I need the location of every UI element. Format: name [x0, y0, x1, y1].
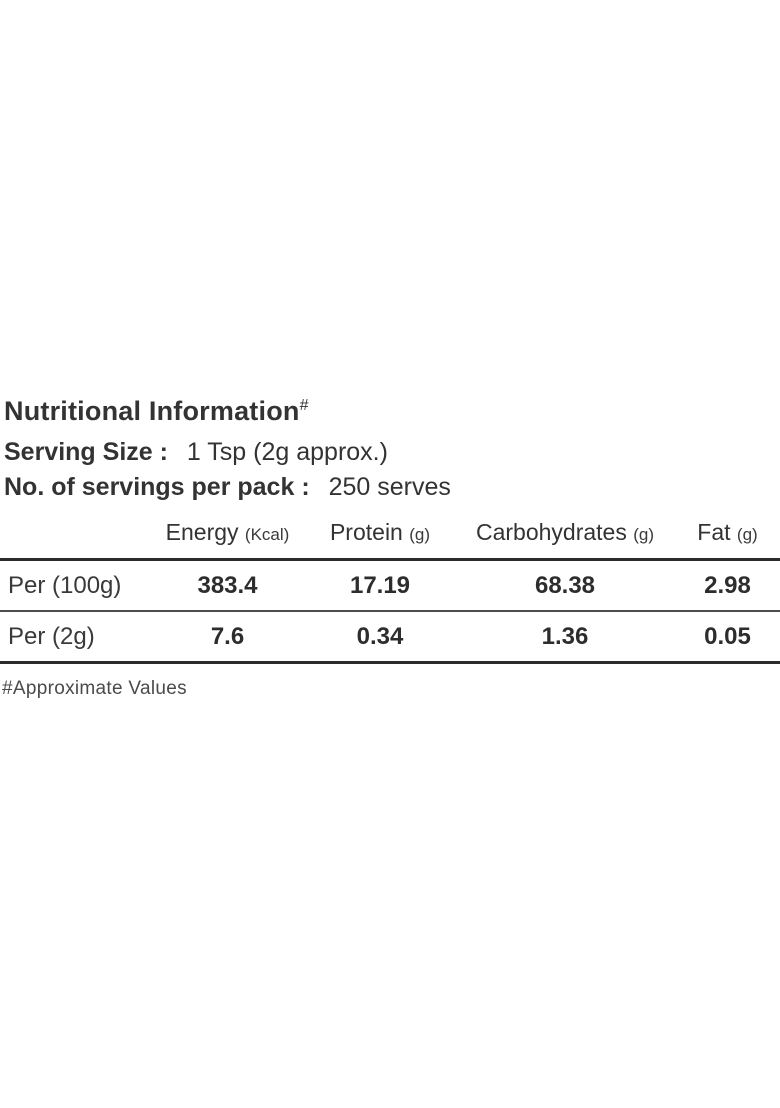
fat-value: 2.98: [675, 559, 780, 612]
protein-value: 17.19: [305, 559, 455, 612]
column-unit: (g): [736, 525, 758, 544]
table-row-per-100g: Per (100g) 383.4 17.19 68.38 2.98: [0, 559, 780, 612]
table-header-row: Energy (Kcal) Protein (g) Carbohydrates …: [0, 519, 780, 561]
servings-per-pack-value: 250 serves: [328, 473, 451, 501]
title-footnote-mark: #: [299, 397, 309, 414]
column-unit: (g): [633, 525, 655, 544]
column-name: Energy: [165, 519, 239, 545]
header-empty-cell: [0, 519, 150, 561]
carbohydrates-value: 1.36: [455, 611, 675, 664]
column-header-carbohydrates: Carbohydrates (g): [455, 519, 675, 561]
column-header-fat: Fat (g): [675, 519, 780, 561]
table-row-per-2g: Per (2g) 7.6 0.34 1.36 0.05: [0, 611, 780, 664]
servings-per-pack-line: No. of servings per pack : 250 serves: [4, 472, 780, 503]
serving-size-value: 1 Tsp (2g approx.): [186, 438, 388, 466]
column-header-energy: Energy (Kcal): [150, 519, 305, 561]
column-name: Fat: [697, 519, 731, 545]
protein-value: 0.34: [305, 611, 455, 664]
page-title-text: Nutritional Information: [4, 396, 300, 426]
page-title: Nutritional Information#: [4, 396, 780, 427]
approximate-values-footnote: #Approximate Values: [2, 678, 187, 699]
energy-value: 383.4: [150, 559, 305, 612]
row-label: Per (100g): [0, 559, 150, 612]
servings-per-pack-label: No. of servings per pack :: [4, 473, 310, 501]
carbohydrates-value: 68.38: [455, 559, 675, 612]
fat-value: 0.05: [675, 611, 780, 664]
column-unit: (g): [409, 525, 431, 544]
row-label: Per (2g): [0, 611, 150, 664]
column-header-protein: Protein (g): [305, 519, 455, 561]
nutrition-table: Energy (Kcal) Protein (g) Carbohydrates …: [0, 519, 780, 664]
serving-size-label: Serving Size :: [4, 438, 168, 466]
column-unit: (Kcal): [244, 525, 290, 544]
energy-value: 7.6: [150, 611, 305, 664]
nutrition-label: Nutritional Information# Serving Size : …: [0, 396, 780, 700]
column-name: Protein: [329, 519, 403, 545]
serving-size-line: Serving Size : 1 Tsp (2g approx.): [4, 437, 780, 468]
column-name: Carbohydrates: [475, 519, 627, 545]
